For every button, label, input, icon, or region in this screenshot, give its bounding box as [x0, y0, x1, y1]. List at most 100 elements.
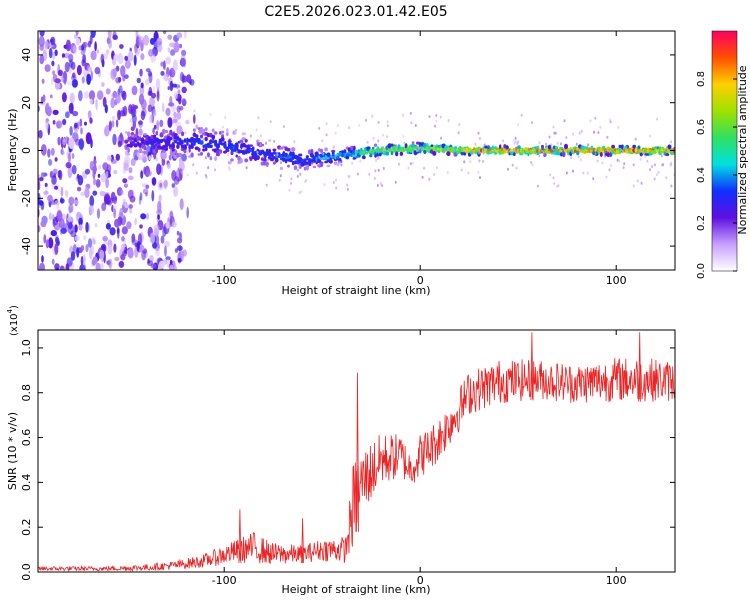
spectrogram-noise-cell	[112, 34, 118, 40]
spectrogram-faint-cell	[636, 179, 639, 183]
spectrogram-noise-cell	[106, 155, 112, 161]
spectrogram-noise-cell	[169, 42, 176, 48]
spectrogram-noise-cell	[63, 224, 69, 229]
spectrogram-noise-cell	[97, 164, 102, 170]
spectrogram-faint-cell	[447, 119, 450, 122]
spectrogram-signal-cell	[559, 146, 564, 150]
spectrogram-noise-cell	[38, 225, 41, 233]
spectrogram-signal-cell	[169, 136, 173, 141]
spectrogram-signal-cell	[244, 151, 248, 155]
spectrogram-noise-cell	[54, 157, 58, 162]
spectrogram-noise-cell	[72, 45, 77, 53]
spectrogram-noise-cell	[129, 207, 133, 214]
spectrogram-faint-cell	[507, 167, 509, 171]
spectrogram-faint-cell	[269, 120, 272, 124]
spectrogram-noise-cell	[72, 244, 77, 254]
spectrogram-faint-cell	[618, 159, 621, 163]
spectrogram-faint-cell	[458, 123, 461, 126]
spectrogram-noise-cell	[54, 200, 60, 206]
spectrogram-faint-cell	[238, 160, 241, 164]
spectrogram-noise-cell	[57, 136, 61, 146]
spectrogram-signal-cell	[345, 155, 350, 160]
spectrogram-noise-cell	[169, 259, 173, 265]
spectrogram-noise-cell	[108, 39, 113, 49]
spectrogram-noise-cell	[65, 161, 72, 169]
spectrogram-noise-cell	[61, 92, 67, 103]
spectrogram-faint-cell	[552, 125, 555, 129]
spectrogram-faint-cell	[227, 153, 230, 156]
spectrogram-noise-cell	[92, 178, 97, 186]
spectrogram-signal-cell	[164, 129, 169, 134]
spectrogram-faint-cell	[571, 169, 574, 173]
spectrogram-signal-cell	[576, 147, 580, 151]
spectrogram-noise-cell	[76, 247, 80, 258]
spectrogram-noise-cell	[127, 50, 134, 62]
spectrogram-faint-cell	[553, 182, 556, 185]
spectrogram-noise-cell	[60, 227, 67, 234]
y-tick-label: 0	[20, 147, 33, 154]
spectrogram-noise-cell	[95, 179, 101, 188]
spectrogram-faint-cell	[372, 136, 375, 140]
spectrogram-signal-cell	[534, 146, 537, 149]
spectrogram-noise-cell	[140, 82, 144, 89]
spectrogram-signal-cell	[336, 156, 340, 159]
spectrogram-noise-cell	[163, 73, 169, 82]
spectrogram-noise-cell	[44, 40, 49, 50]
spectrogram-cells	[38, 31, 675, 270]
spectrogram-noise-cell	[180, 54, 186, 67]
spectrogram-signal-cell	[639, 152, 643, 157]
spectrogram-noise-cell	[100, 53, 105, 64]
spectrogram-faint-cell	[394, 180, 397, 184]
spectrogram-noise-cell	[72, 72, 76, 79]
spectrogram-signal-cell	[305, 155, 309, 159]
spectrogram-noise-cell	[149, 232, 153, 243]
spectrogram-faint-cell	[434, 124, 437, 128]
spectrogram-noise-cell	[160, 70, 165, 76]
spectrogram-signal-cell	[209, 139, 213, 145]
spectrogram-faint-cell	[335, 186, 338, 190]
spectrogram-signal-cell	[289, 155, 293, 159]
spectrogram-signal-cell	[242, 151, 246, 155]
spectrogram-signal-cell	[541, 145, 544, 148]
spectrogram-signal-cell	[373, 143, 378, 147]
spectrogram-noise-cell	[141, 153, 147, 162]
spectrogram-noise-cell	[133, 54, 137, 66]
spectrogram-noise-cell	[83, 235, 87, 240]
y-tick-label: 0.4	[20, 474, 33, 492]
spectrogram-signal-cell	[555, 150, 559, 156]
snr-ylabel: SNR (10 * v/v)	[6, 412, 19, 490]
spectrogram-faint-cell	[640, 181, 643, 185]
spectrogram-signal-cell	[307, 149, 312, 155]
spectrogram-faint-cell	[511, 163, 514, 167]
spectrogram-faint-cell	[589, 119, 592, 123]
spectrogram-faint-cell	[665, 148, 668, 152]
spectrogram-signal-cell	[235, 154, 238, 158]
spectrogram-faint-cell	[334, 160, 337, 164]
snr-spike	[238, 509, 242, 564]
spectrogram-noise-cell	[45, 119, 49, 131]
spectrogram-noise-cell	[173, 186, 179, 197]
spectrogram-faint-cell	[296, 174, 299, 178]
spectrogram-faint-cell	[560, 142, 562, 146]
spectrogram-ticks: -100 0 100 -40 -20 0 20 40	[20, 31, 675, 287]
spectrogram-signal-cell	[183, 149, 187, 154]
spectrogram-noise-cell	[115, 94, 121, 104]
spectrogram-noise-cell	[114, 256, 120, 262]
spectrogram-faint-cell	[257, 116, 260, 120]
spectrogram-signal-cell	[221, 134, 225, 137]
spectrogram-noise-cell	[55, 267, 60, 270]
spectrogram-signal-cell	[157, 138, 161, 143]
spectrogram-signal-cell	[185, 119, 190, 125]
spectrogram-faint-cell	[219, 151, 222, 155]
spectrogram-faint-cell	[478, 151, 480, 155]
spectrogram-signal-cell	[249, 156, 253, 160]
spectrogram-noise-cell	[147, 104, 153, 113]
spectrogram-faint-cell	[279, 174, 282, 178]
spectrogram-signal-cell	[143, 145, 147, 151]
spectrogram-faint-cell	[376, 184, 379, 187]
spectrogram-faint-cell	[649, 134, 651, 138]
spectrogram-noise-cell	[89, 117, 93, 124]
spectrogram-noise-cell	[99, 249, 105, 260]
spectrogram-noise-cell	[114, 218, 121, 228]
spectrogram-faint-cell	[514, 149, 517, 153]
